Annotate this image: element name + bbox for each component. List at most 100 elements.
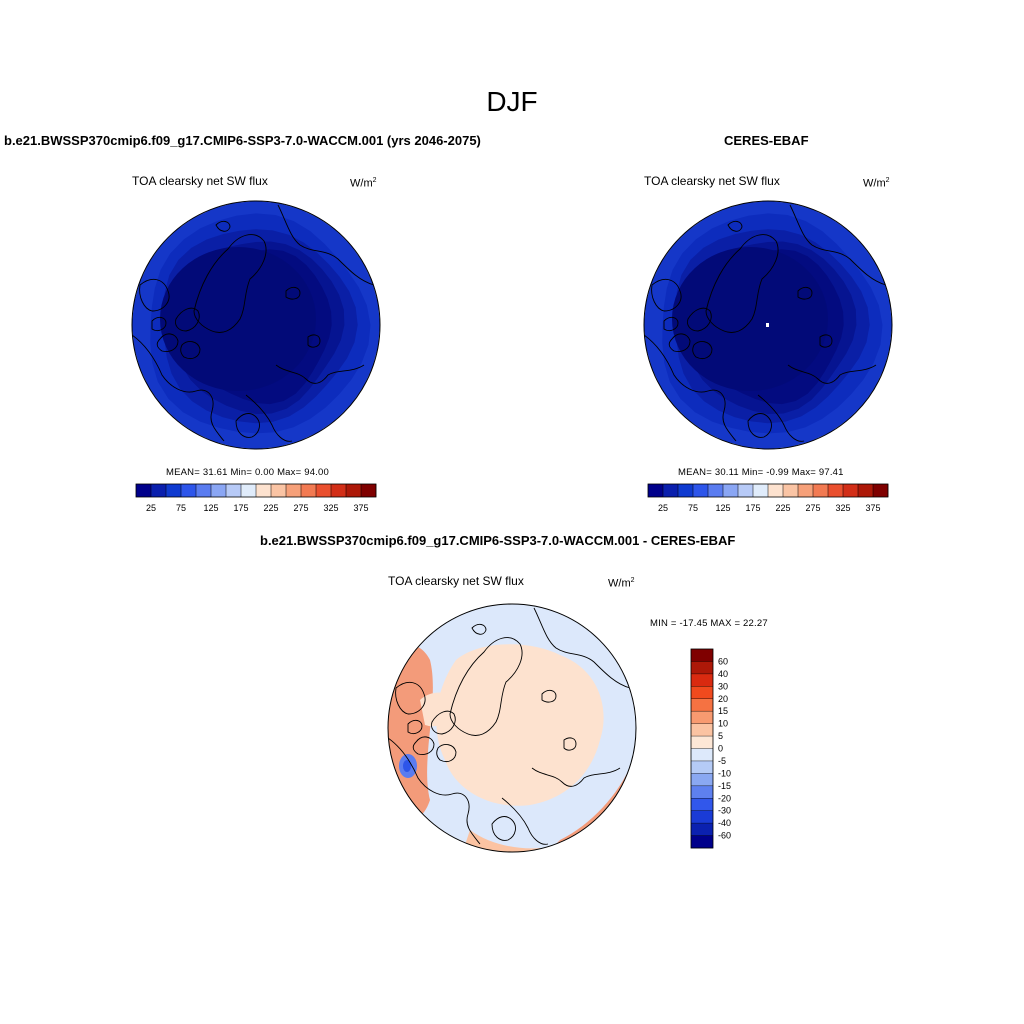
colorbar-swatch	[768, 484, 784, 497]
colorbar-tick-label: -60	[718, 831, 731, 841]
colorbar-swatch	[181, 484, 197, 497]
colorbar-swatch	[691, 736, 713, 749]
colorbar-swatch	[843, 484, 859, 497]
left-stats: MEAN= 31.61 Min= 0.00 Max= 94.00	[166, 467, 329, 478]
colorbar-tick-label: 25	[658, 503, 668, 513]
left-units: W/m2	[350, 177, 377, 190]
right-units: W/m2	[863, 177, 890, 190]
diff-stats: MIN = -17.45 MAX = 22.27	[650, 618, 768, 629]
colorbar-swatch	[301, 484, 317, 497]
colorbar-swatch	[226, 484, 242, 497]
contour-band	[460, 830, 540, 852]
colorbar-swatch	[691, 835, 713, 849]
colorbar-tick-label: -30	[718, 806, 731, 816]
left-colorbar: 25 75 125 175 225 275 325 375	[135, 483, 377, 513]
left-polar-map	[131, 200, 381, 450]
right-case-title: CERES-EBAF	[724, 133, 809, 148]
colorbar-tick-label: 225	[263, 503, 278, 513]
colorbar-swatch	[691, 760, 713, 774]
colorbar-swatch	[151, 484, 167, 497]
colorbar-swatch	[648, 484, 664, 497]
colorbar-tick-label: 175	[233, 503, 248, 513]
colorbar-swatch	[691, 649, 713, 662]
left-variable-title: TOA clearsky net SW flux	[132, 174, 268, 188]
colorbar-swatch	[691, 711, 713, 724]
colorbar-swatch	[691, 661, 713, 675]
colorbar-tick-label: -15	[718, 781, 731, 791]
colorbar-swatch	[873, 484, 889, 497]
colorbar-tick-label: 40	[718, 669, 728, 679]
colorbar-tick-label: 75	[688, 503, 698, 513]
contour-band	[160, 247, 316, 391]
colorbar-tick-label: 375	[353, 503, 368, 513]
colorbar-swatch	[241, 484, 257, 497]
colorbar-tick-label: -10	[718, 768, 731, 778]
colorbar-swatch	[693, 484, 709, 497]
map-boundary	[131, 200, 381, 450]
colorbar-tick-label: 225	[775, 503, 790, 513]
missing-data-cell	[766, 323, 769, 327]
colorbar-tick-label: -20	[718, 793, 731, 803]
colorbar-tick-label: 20	[718, 694, 728, 704]
right-variable-title: TOA clearsky net SW flux	[644, 174, 780, 188]
colorbar-swatch	[136, 484, 152, 497]
diff-units: W/m2	[608, 577, 635, 590]
colorbar-swatch	[798, 484, 814, 497]
contour-band	[436, 644, 604, 806]
colorbar-swatch	[286, 484, 302, 497]
colorbar-swatch	[691, 798, 713, 811]
colorbar-swatch	[783, 484, 799, 497]
colorbar-swatch	[738, 484, 754, 497]
colorbar-tick-label: 325	[835, 503, 850, 513]
colorbar-swatch	[691, 723, 713, 737]
colorbar-tick-label: 125	[715, 503, 730, 513]
diff-case-title: b.e21.BWSSP370cmip6.f09_g17.CMIP6-SSP3-7…	[260, 533, 736, 548]
colorbar-swatch	[691, 698, 713, 712]
map-field	[132, 201, 380, 449]
colorbar-swatch	[663, 484, 679, 497]
right-stats: MEAN= 30.11 Min= -0.99 Max= 97.41	[678, 467, 844, 478]
colorbar-swatch	[166, 484, 182, 497]
colorbar-swatch	[271, 484, 287, 497]
difference-colorbar: 60 40 30 20 15 10 5 0 -5 -10 -15 -20 -30 -40 -60	[690, 648, 731, 849]
colorbar-tick-label: 125	[203, 503, 218, 513]
colorbar-swatch	[813, 484, 829, 497]
colorbar-tick-label: 15	[718, 706, 728, 716]
colorbar-swatch	[691, 686, 713, 700]
contour-band	[403, 760, 411, 772]
colorbar-swatch	[691, 673, 713, 687]
colorbar-swatch	[691, 810, 713, 824]
map-boundary	[643, 200, 893, 450]
colorbar-swatch	[346, 484, 362, 497]
colorbar-swatch	[256, 484, 272, 497]
colorbar-tick-label: 30	[718, 681, 728, 691]
colorbar-swatch	[753, 484, 769, 497]
contour-band	[420, 692, 455, 727]
contour-band	[388, 645, 433, 819]
colorbar-swatch	[691, 785, 713, 799]
colorbar-tick-label: 25	[146, 503, 156, 513]
left-case-title: b.e21.BWSSP370cmip6.f09_g17.CMIP6-SSP3-7…	[4, 133, 481, 148]
colorbar-swatch	[691, 823, 713, 836]
colorbar-swatch	[691, 773, 713, 787]
colorbar-tick-label: 175	[745, 503, 760, 513]
colorbar-tick-label: 10	[718, 719, 728, 729]
colorbar-tick-label: 5	[718, 731, 723, 741]
colorbar-tick-label: 0	[718, 744, 723, 754]
map-boundary	[387, 603, 637, 853]
colorbar-swatch	[678, 484, 694, 497]
colorbar-swatch	[858, 484, 874, 497]
colorbar-tick-label: -5	[718, 756, 726, 766]
colorbar-swatch	[316, 484, 332, 497]
colorbar-swatch	[196, 484, 212, 497]
colorbar-tick-label: 375	[865, 503, 880, 513]
colorbar-tick-label: 275	[293, 503, 308, 513]
difference-polar-map	[387, 603, 637, 853]
colorbar-swatch	[361, 484, 377, 497]
colorbar-tick-label: 60	[718, 656, 728, 666]
diff-variable-title: TOA clearsky net SW flux	[388, 574, 524, 588]
colorbar-swatch	[708, 484, 724, 497]
colorbar-swatch	[211, 484, 227, 497]
contour-band	[672, 247, 828, 391]
